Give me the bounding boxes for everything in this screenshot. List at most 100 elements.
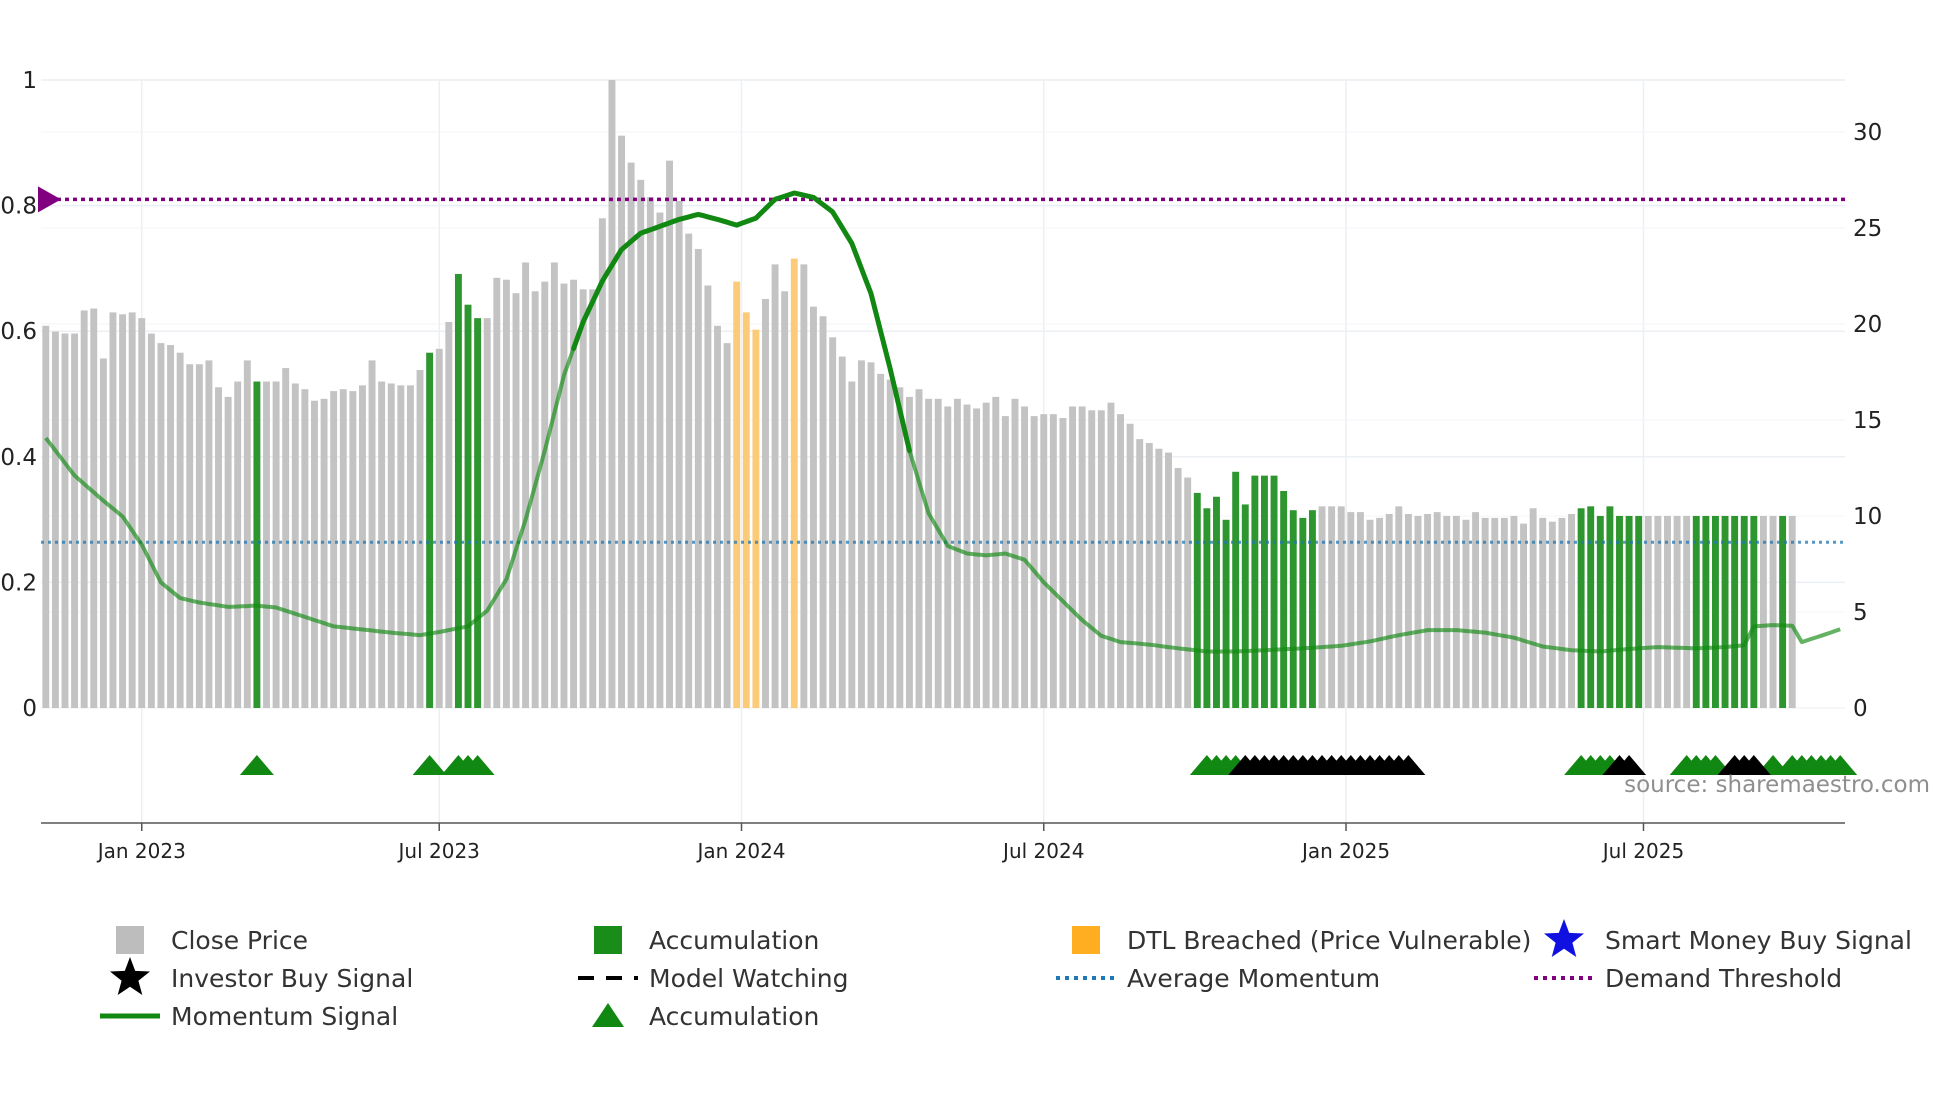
accumulation-bar — [1222, 519, 1230, 708]
close-price-bar — [522, 262, 530, 708]
close-price-bar — [819, 316, 827, 708]
accumulation-bar — [1280, 490, 1288, 708]
left-tick-label: 0.4 — [0, 445, 37, 471]
accumulation-triangle — [1823, 755, 1858, 775]
close-price-bar — [723, 343, 731, 708]
close-price-bar — [1347, 512, 1355, 708]
close-price-bar — [195, 364, 203, 708]
close-price-bar — [560, 283, 568, 708]
close-price-bar — [762, 298, 769, 708]
accumulation-bar — [1731, 515, 1739, 708]
close-price-bar — [291, 383, 299, 708]
close-price-bar — [1366, 519, 1374, 708]
close-price-bar — [915, 389, 923, 708]
legend: Close Price Accumulation DTL Breached (Pri… — [100, 919, 1912, 1031]
close-price-bar — [1040, 414, 1048, 708]
legend-smart-money-buy-signal-label: Smart Money Buy Signal — [1605, 926, 1912, 955]
accumulation-bar — [1721, 515, 1729, 708]
close-price-bar — [666, 160, 673, 709]
close-price-bar — [810, 306, 817, 708]
close-price-bar — [675, 200, 683, 708]
close-price-bar — [330, 391, 338, 708]
close-price-bar — [579, 289, 587, 708]
close-price-bar — [1433, 512, 1441, 708]
close-price-bar — [157, 343, 165, 708]
left-tick-label: 1 — [22, 68, 37, 94]
close-price-bar — [272, 381, 280, 708]
accumulation-bar — [1270, 475, 1278, 708]
legend-dtl-breached-price-vulnerable-label: DTL Breached (Price Vulnerable) — [1127, 926, 1531, 955]
close-price-bar — [1001, 416, 1009, 708]
accumulation-bar — [1702, 515, 1710, 708]
accumulation-bar — [1241, 504, 1249, 708]
close-price-bar — [1174, 467, 1182, 708]
legend-investor-buy-signal-swatch — [110, 957, 150, 995]
accumulation-bar — [253, 381, 261, 708]
close-price-bar — [282, 368, 290, 708]
signal-lines — [38, 186, 1845, 654]
close-price-bar — [1788, 515, 1796, 708]
close-price-bar — [925, 398, 933, 708]
close-price-bar — [51, 331, 59, 708]
close-price-bar — [1404, 514, 1412, 708]
close-price-bar — [1356, 512, 1364, 708]
close-price-bar — [397, 385, 405, 708]
close-price-bar — [90, 308, 98, 708]
close-price-bar — [1529, 508, 1537, 708]
close-price-bar — [176, 352, 184, 708]
accumulation-triangle — [412, 755, 447, 775]
close-price-bar — [215, 387, 222, 708]
right-tick-label: 20 — [1853, 312, 1882, 338]
close-price-bar — [704, 285, 712, 708]
close-price-bar — [71, 333, 79, 708]
x-tick-label: Jan 2023 — [96, 839, 186, 863]
close-price-bar — [147, 333, 155, 708]
close-price-bar — [1558, 517, 1566, 708]
close-price-bar — [1568, 514, 1575, 708]
legend-demand-threshold-label: Demand Threshold — [1605, 964, 1842, 993]
close-price-bar — [1673, 515, 1681, 708]
close-price-bar — [243, 360, 251, 708]
signal-triangles — [239, 755, 1858, 775]
x-tick-label: Jul 2023 — [397, 839, 480, 863]
left-tick-label: 0.6 — [0, 319, 37, 345]
close-price-bar — [1021, 406, 1029, 708]
close-price-bar — [1644, 515, 1652, 708]
close-price-bar — [435, 348, 443, 708]
close-price-bar — [1654, 515, 1662, 708]
close-price-bar — [1539, 517, 1547, 708]
accumulation-bar — [1692, 515, 1700, 708]
close-price-bar — [502, 279, 510, 708]
close-price-bar — [694, 249, 702, 708]
close-price-bar — [119, 314, 127, 708]
left-tick-label: 0 — [22, 696, 37, 722]
close-price-bar — [359, 385, 366, 708]
right-tick-label: 10 — [1853, 504, 1882, 530]
x-tick-label: Jul 2025 — [1601, 839, 1684, 863]
x-tick-label: Jan 2024 — [695, 839, 785, 863]
close-price-bar — [905, 396, 913, 708]
accumulation-bar — [474, 318, 482, 708]
close-price-bar — [627, 162, 635, 708]
close-price-bar — [263, 381, 270, 708]
close-price-bar — [1683, 515, 1691, 708]
dtl-bar — [742, 312, 750, 708]
close-price-bar — [1107, 402, 1115, 708]
dtl-bar — [790, 258, 798, 708]
close-price-bar — [138, 318, 146, 708]
close-price-bar — [973, 408, 981, 708]
accumulation-bar — [1213, 496, 1220, 708]
close-price-bar — [1184, 477, 1192, 708]
legend-accumulation-swatch — [594, 926, 622, 954]
close-price-bar — [1117, 414, 1124, 708]
close-price-bar — [1030, 416, 1038, 708]
close-price-bar — [714, 325, 721, 708]
close-price-bar — [1452, 515, 1460, 708]
close-price-bar — [1145, 442, 1153, 708]
accumulation-bar — [1740, 515, 1748, 708]
dtl-bar — [733, 281, 741, 708]
close-price-bar — [867, 362, 875, 708]
close-price-bar — [656, 212, 664, 708]
close-price-bar — [1318, 506, 1326, 708]
